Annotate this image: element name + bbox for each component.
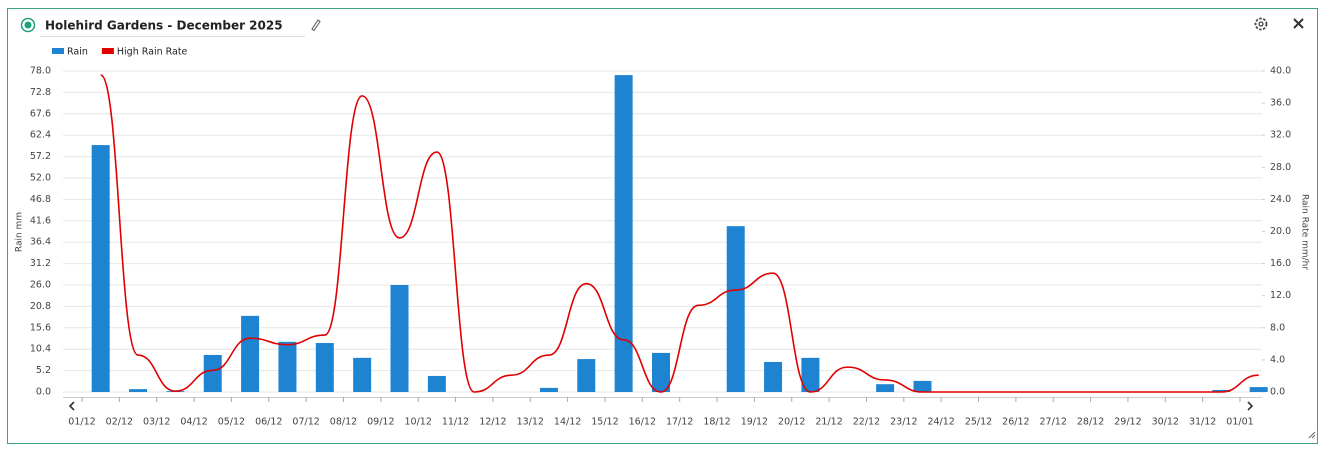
bar <box>577 359 596 392</box>
bar <box>1249 387 1268 392</box>
y2-tick-label: 12.0 <box>1270 290 1291 301</box>
x-tick-label: 05/12 <box>218 417 245 428</box>
line <box>99 74 1259 393</box>
close-icon[interactable] <box>1293 18 1304 29</box>
x-tick-label: 25/12 <box>965 417 992 428</box>
x-tick-label: 14/12 <box>554 417 581 428</box>
x-tick-label: 06/12 <box>255 417 282 428</box>
x-tick-label: 08/12 <box>330 417 357 428</box>
x-tick-label: 13/12 <box>517 417 544 428</box>
x-tick-label: 12/12 <box>479 417 506 428</box>
x-tick-label: 04/12 <box>180 417 207 428</box>
edit-icon[interactable] <box>311 19 321 32</box>
bar <box>390 285 409 392</box>
bar <box>913 380 932 392</box>
x-tick-label: 18/12 <box>703 417 730 428</box>
bar <box>129 389 148 392</box>
bar <box>539 387 558 392</box>
bar <box>278 341 297 392</box>
y-tick-label: 36.4 <box>30 237 51 248</box>
legend-swatch <box>101 48 114 54</box>
bar <box>801 357 820 392</box>
y-tick-label: 67.6 <box>30 108 51 119</box>
y2-tick-label: 4.0 <box>1270 354 1285 365</box>
y-tick-label: 20.8 <box>30 301 51 312</box>
y2-axis-title: Rain Rate mm/hr <box>1300 194 1310 270</box>
x-tick-label: 09/12 <box>367 417 394 428</box>
bar <box>764 361 783 392</box>
y-tick-label: 52.0 <box>30 173 51 184</box>
scroll-left[interactable] <box>68 401 75 411</box>
x-tick-label: 21/12 <box>815 417 842 428</box>
y-tick-label: 72.8 <box>30 87 51 98</box>
legend-label[interactable]: Rain <box>67 47 88 58</box>
y2-tick-label: 32.0 <box>1270 130 1291 141</box>
resize-grip[interactable] <box>1308 431 1316 439</box>
x-tick-label: 16/12 <box>629 417 656 428</box>
settings-icon[interactable] <box>1254 17 1268 31</box>
x-tick-label: 11/12 <box>442 417 469 428</box>
scroll-right[interactable] <box>1247 401 1254 411</box>
y-tick-label: 78.0 <box>30 66 51 77</box>
x-tick-label: 26/12 <box>1002 417 1029 428</box>
bar <box>726 226 745 392</box>
x-tick-label: 10/12 <box>404 417 431 428</box>
bar <box>91 145 110 392</box>
bar <box>353 357 372 392</box>
x-tick-label: 27/12 <box>1040 417 1067 428</box>
x-tick-label: 17/12 <box>666 417 693 428</box>
y2-tick-label: 28.0 <box>1270 162 1291 173</box>
x-tick-label: 28/12 <box>1077 417 1104 428</box>
bar <box>1212 389 1231 392</box>
bar <box>241 315 260 392</box>
x-tick-label: 01/12 <box>68 417 95 428</box>
bar <box>427 375 446 392</box>
gear-hub <box>1258 21 1264 27</box>
y-tick-label: 10.4 <box>30 344 51 355</box>
x-tick-label: 29/12 <box>1114 417 1141 428</box>
legend-label[interactable]: High Rain Rate <box>117 47 188 58</box>
bar <box>203 354 222 392</box>
x-tick-label: 22/12 <box>853 417 880 428</box>
x-tick-label: 02/12 <box>106 417 133 428</box>
bar <box>652 352 670 392</box>
y-tick-label: 5.2 <box>36 365 51 376</box>
x-tick-label: 07/12 <box>292 417 319 428</box>
status-dot <box>24 21 32 29</box>
y-tick-label: 31.2 <box>30 258 51 269</box>
y-tick-label: 41.6 <box>30 215 51 226</box>
gear-teeth <box>1254 17 1268 31</box>
y2-tick-label: 36.0 <box>1270 98 1291 109</box>
y-tick-label: 57.2 <box>30 151 51 162</box>
x-tick-label: 20/12 <box>778 417 805 428</box>
bar <box>315 343 334 392</box>
x-tick-label: 19/12 <box>741 417 768 428</box>
y2-tick-label: 16.0 <box>1270 258 1291 269</box>
y-axis-title: Rain mm <box>15 212 25 252</box>
y-tick-label: 26.0 <box>30 280 51 291</box>
status-ring <box>20 17 36 33</box>
y2-tick-label: 0.0 <box>1270 387 1285 398</box>
legend-swatch <box>52 48 64 54</box>
x-tick-label: 01/01 <box>1226 417 1253 428</box>
y2-tick-label: 20.0 <box>1270 226 1291 237</box>
x-tick-label: 30/12 <box>1152 417 1179 428</box>
x-tick-label: 15/12 <box>591 417 618 428</box>
y2-tick-label: 8.0 <box>1270 322 1285 333</box>
y2-tick-label: 24.0 <box>1270 194 1291 205</box>
x-tick-label: 31/12 <box>1189 417 1216 428</box>
y-tick-label: 62.4 <box>30 130 51 141</box>
widget-title[interactable]: Holehird Gardens - December 2025 <box>45 19 283 33</box>
y2-tick-label: 40.0 <box>1270 66 1291 77</box>
y-tick-label: 46.8 <box>30 194 51 205</box>
bar <box>876 384 895 392</box>
bar <box>614 75 633 392</box>
y-tick-label: 0.0 <box>36 387 51 398</box>
x-tick-label: 03/12 <box>143 417 170 428</box>
x-tick-label: 23/12 <box>890 417 917 428</box>
x-tick-label: 24/12 <box>927 417 954 428</box>
y-tick-label: 15.6 <box>30 322 51 333</box>
